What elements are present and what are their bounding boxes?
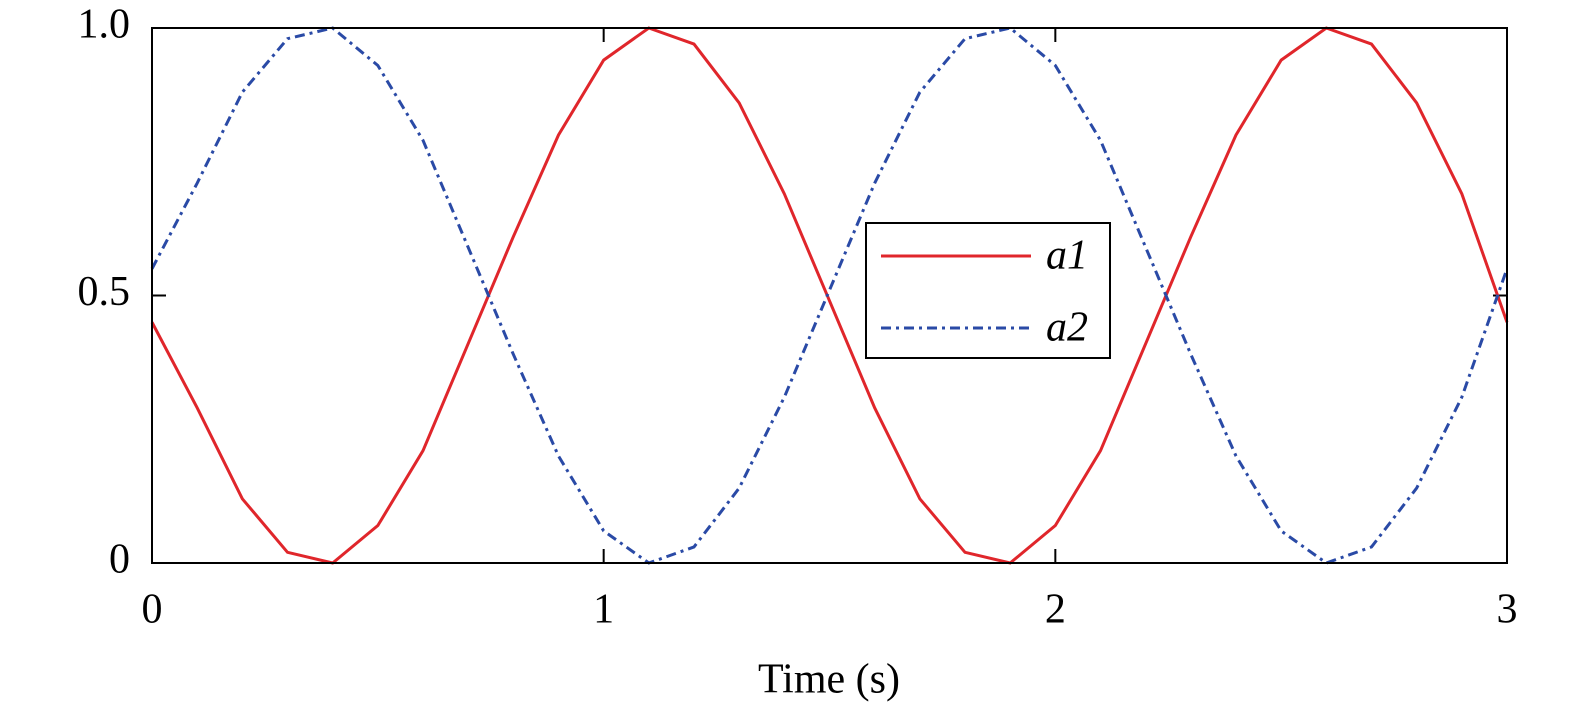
legend-box (865, 222, 1111, 359)
plot-frame (151, 27, 1508, 564)
y-tick-label: 0 (109, 537, 130, 583)
line-series (150, 26, 1509, 565)
legend-label: a2 (1046, 305, 1088, 351)
x-tick-label: 2 (1045, 587, 1066, 633)
y-tick-label: 1.0 (78, 2, 131, 48)
line-series (150, 26, 1509, 565)
y-tick-label: 0.5 (78, 269, 131, 315)
x-tick-label: 1 (593, 587, 614, 633)
x-tick-label: 0 (142, 587, 163, 633)
x-axis-title: Time (s) (758, 657, 900, 703)
x-tick-label: 3 (1497, 587, 1518, 633)
legend-label: a1 (1046, 233, 1088, 279)
